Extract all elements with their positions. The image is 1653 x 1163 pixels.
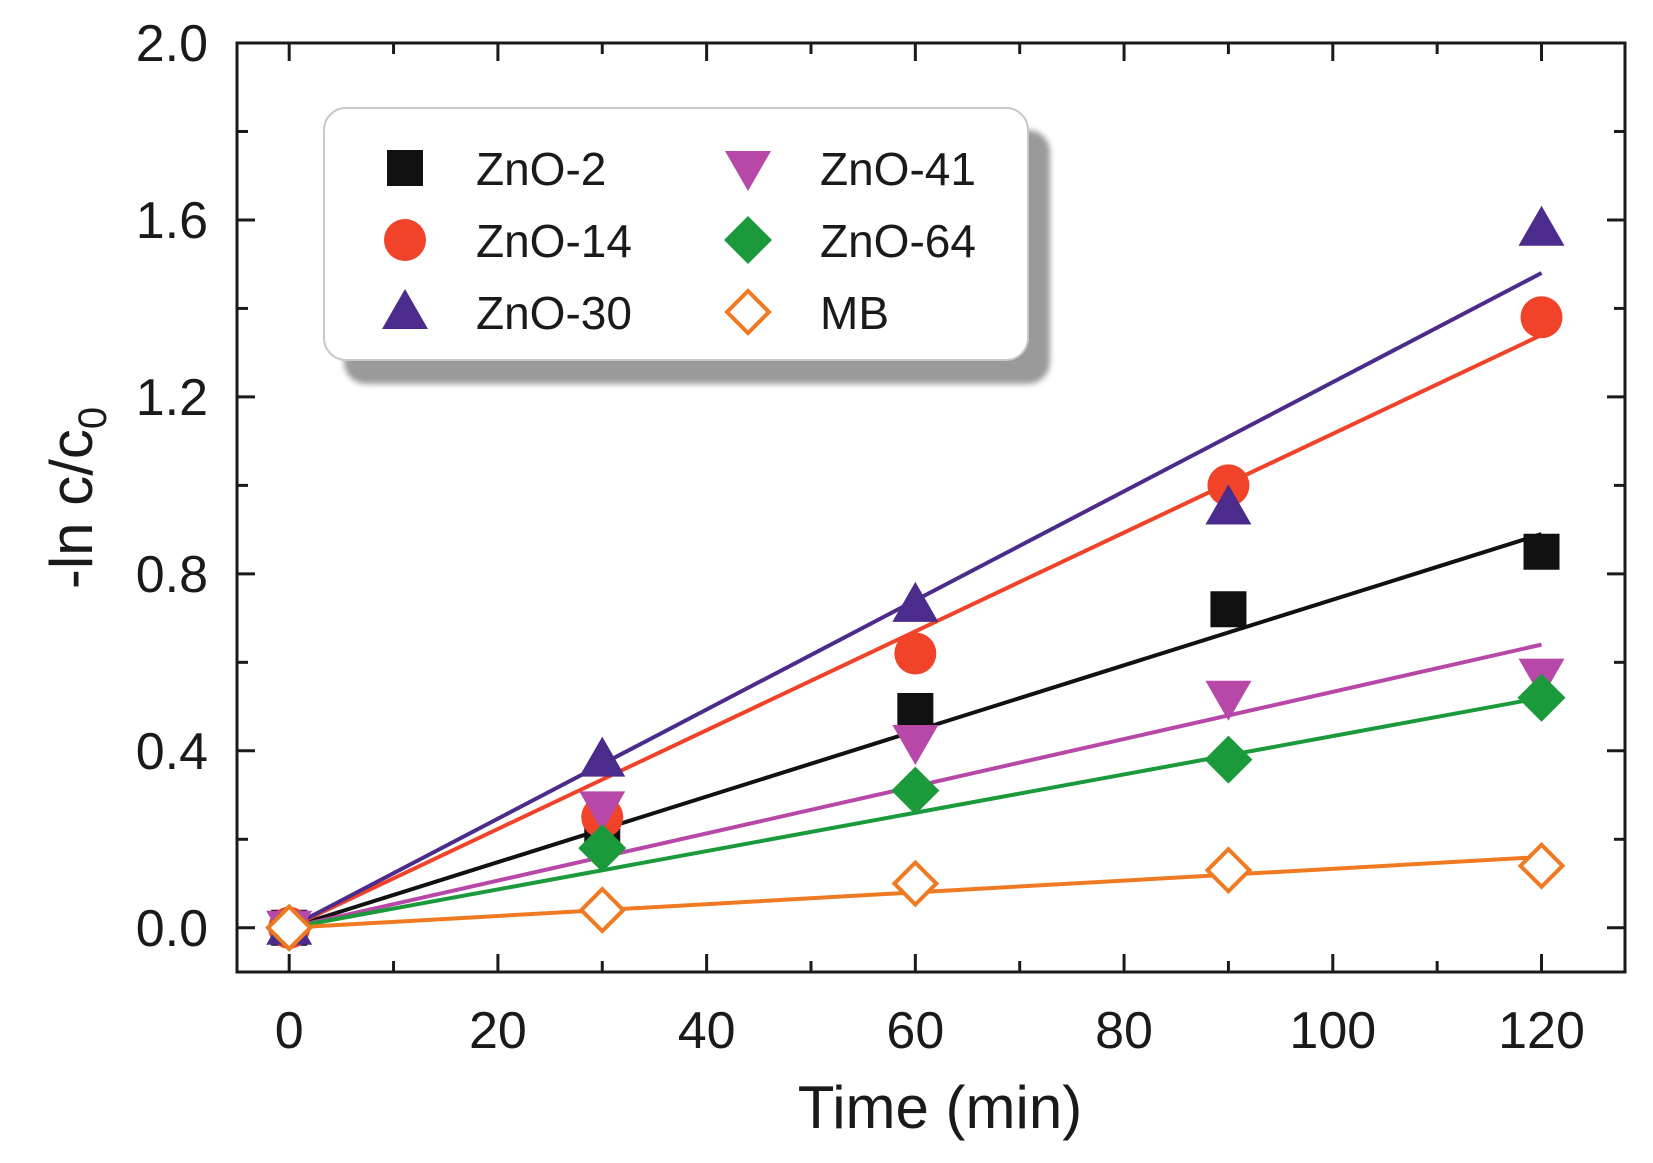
y-axis-title-main: -ln c/c xyxy=(38,429,105,589)
y-axis-title-subscript: 0 xyxy=(71,407,115,429)
data-point-zno-64 xyxy=(1517,673,1566,722)
plot-frame xyxy=(235,41,1627,974)
y-tick-label: 0.0 xyxy=(136,900,208,958)
y-tick-label: 2.0 xyxy=(136,15,208,73)
data-point-zno-64 xyxy=(578,824,627,873)
data-point-mb xyxy=(578,886,627,934)
axes xyxy=(235,41,1627,974)
data-point-zno-2 xyxy=(897,692,934,729)
data-point-zno-30 xyxy=(1518,205,1565,246)
data-point-zno-30 xyxy=(892,581,939,622)
data-point-zno-30 xyxy=(1205,484,1252,525)
data-point-zno-14 xyxy=(894,632,937,675)
data-point-zno-64 xyxy=(891,766,940,815)
data-point-mb xyxy=(891,859,940,908)
legend-marker-mb xyxy=(724,288,772,336)
legend-marker-zno-30 xyxy=(382,289,428,329)
legend-label-zno-14: ZnO-14 xyxy=(476,215,632,267)
x-tick-label: 20 xyxy=(469,1002,527,1060)
legend-marker-zno-41 xyxy=(725,151,771,191)
data-point-zno-64 xyxy=(1204,735,1253,784)
legend-marker-zno-14 xyxy=(384,219,426,261)
legend-label-zno-2: ZnO-2 xyxy=(476,143,606,195)
legend: ZnO-2 ZnO-14 ZnO-30 ZnO-41 ZnO-64 MB xyxy=(323,107,1050,384)
x-tick-label: 60 xyxy=(886,1002,944,1060)
fit-line-zno-14 xyxy=(288,333,1543,930)
y-tick-label: 0.8 xyxy=(136,546,208,604)
legend-label-zno-30: ZnO-30 xyxy=(476,287,632,339)
data-point-mb xyxy=(265,903,314,952)
x-tick-label: 0 xyxy=(275,1002,304,1060)
data-point-zno-2 xyxy=(1523,533,1560,570)
y-axis-title: -ln c/c0 xyxy=(38,407,115,589)
axis-labels: 0 20 40 60 80 100 120 0.0 0.4 0.8 1.2 1.6 2.0 Time (m… xyxy=(38,15,1585,1141)
data-point-mb xyxy=(1204,846,1253,895)
data-point-zno-41 xyxy=(579,791,626,832)
legend-label-mb: MB xyxy=(820,287,889,339)
legend-box xyxy=(323,107,1029,361)
legend-marker-zno-64 xyxy=(724,216,772,264)
data-markers xyxy=(265,205,1566,952)
data-point-mb xyxy=(1517,842,1566,890)
x-tick-label: 100 xyxy=(1289,1002,1376,1060)
y-tick-label: 1.6 xyxy=(136,192,208,250)
legend-label-zno-41: ZnO-41 xyxy=(820,143,976,195)
data-point-zno-2 xyxy=(1210,591,1247,628)
x-axis-title: Time (min) xyxy=(798,1074,1082,1141)
data-point-zno-14 xyxy=(1520,296,1563,339)
legend-marker-zno-2 xyxy=(387,150,423,186)
data-point-zno-30 xyxy=(579,736,626,777)
legend-label-zno-64: ZnO-64 xyxy=(820,215,976,267)
x-tick-label: 120 xyxy=(1498,1002,1585,1060)
x-tick-label: 40 xyxy=(678,1002,736,1060)
x-tick-label: 80 xyxy=(1095,1002,1153,1060)
y-tick-label: 1.2 xyxy=(136,369,208,427)
data-point-zno-41 xyxy=(892,724,939,765)
data-point-zno-41 xyxy=(1205,680,1252,721)
y-tick-label: 0.4 xyxy=(136,723,208,781)
